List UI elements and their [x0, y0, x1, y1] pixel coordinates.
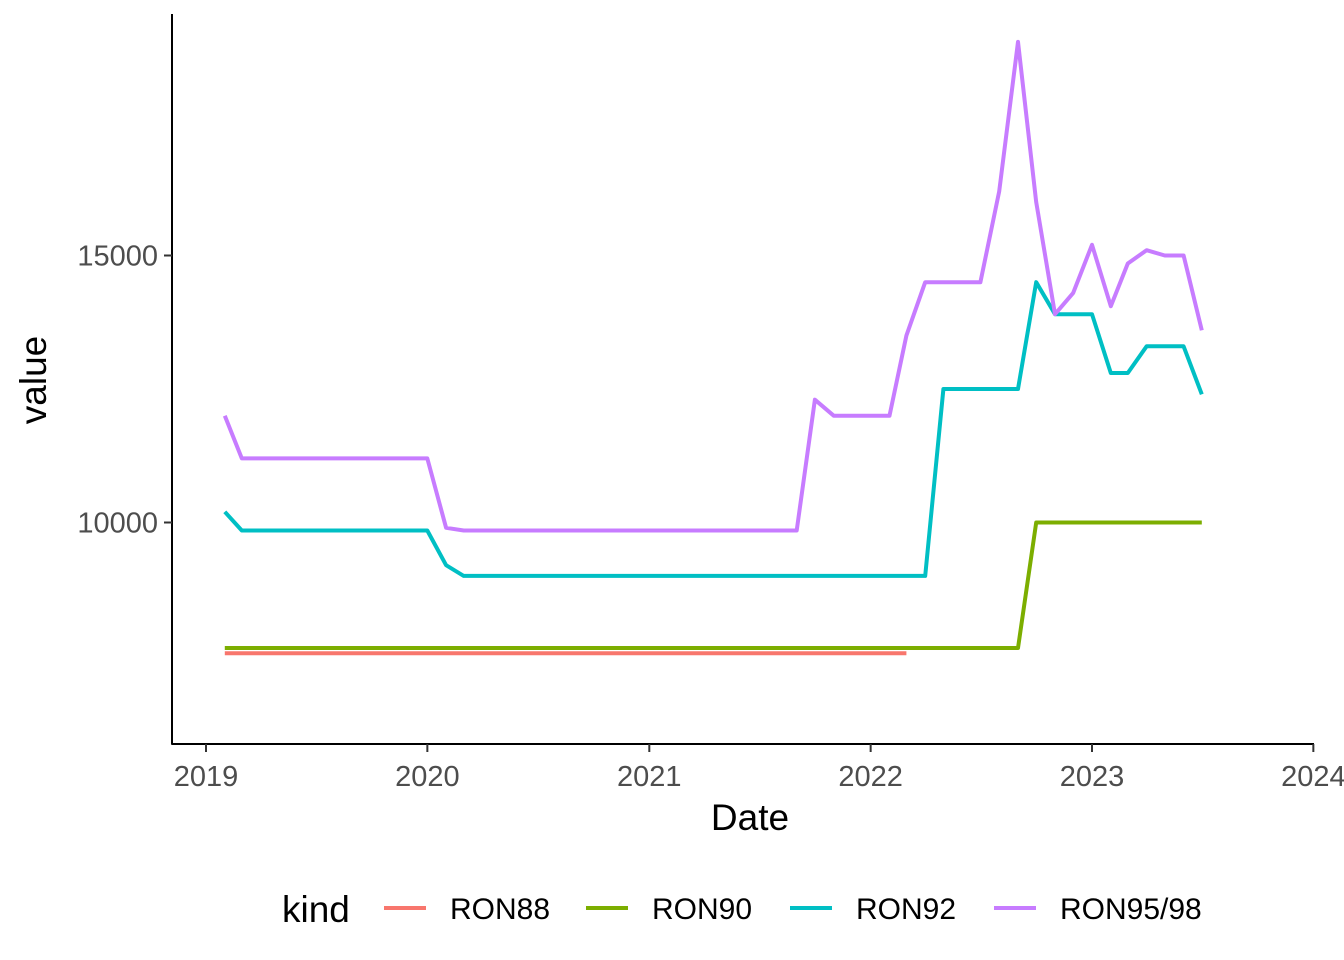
x-tick-label: 2024 [1281, 761, 1344, 793]
x-tick-label: 2019 [174, 761, 239, 793]
x-tick-label: 2022 [838, 761, 903, 793]
x-tick-label: 2021 [617, 761, 682, 793]
x-tick-label: 2020 [395, 761, 460, 793]
legend-label-ron92: RON92 [856, 893, 956, 926]
legend-label-ron88: RON88 [450, 893, 550, 926]
series-line-ron95-98 [222, 39, 1204, 533]
y-axis-ticks: 10000 15000 [77, 241, 172, 540]
axes [171, 14, 1314, 745]
x-axis-title: Date [711, 797, 789, 838]
legend-label-ron90: RON90 [652, 893, 752, 926]
y-tick-label: 10000 [77, 508, 158, 540]
series-line-ron92 [223, 280, 1204, 578]
y-axis-title: value [13, 336, 54, 424]
x-tick-label: 2023 [1060, 761, 1125, 793]
legend: kind RON88 RON90 RON92 RON95/98 [282, 889, 1202, 930]
legend-title: kind [282, 889, 350, 930]
series-lines [222, 39, 1204, 656]
y-tick-label: 15000 [77, 241, 158, 273]
legend-label-ron95-98: RON95/98 [1060, 893, 1202, 926]
x-axis-ticks: 2019 2020 2021 2022 2023 2024 [174, 744, 1344, 793]
series-line-ron90 [224, 520, 1202, 650]
